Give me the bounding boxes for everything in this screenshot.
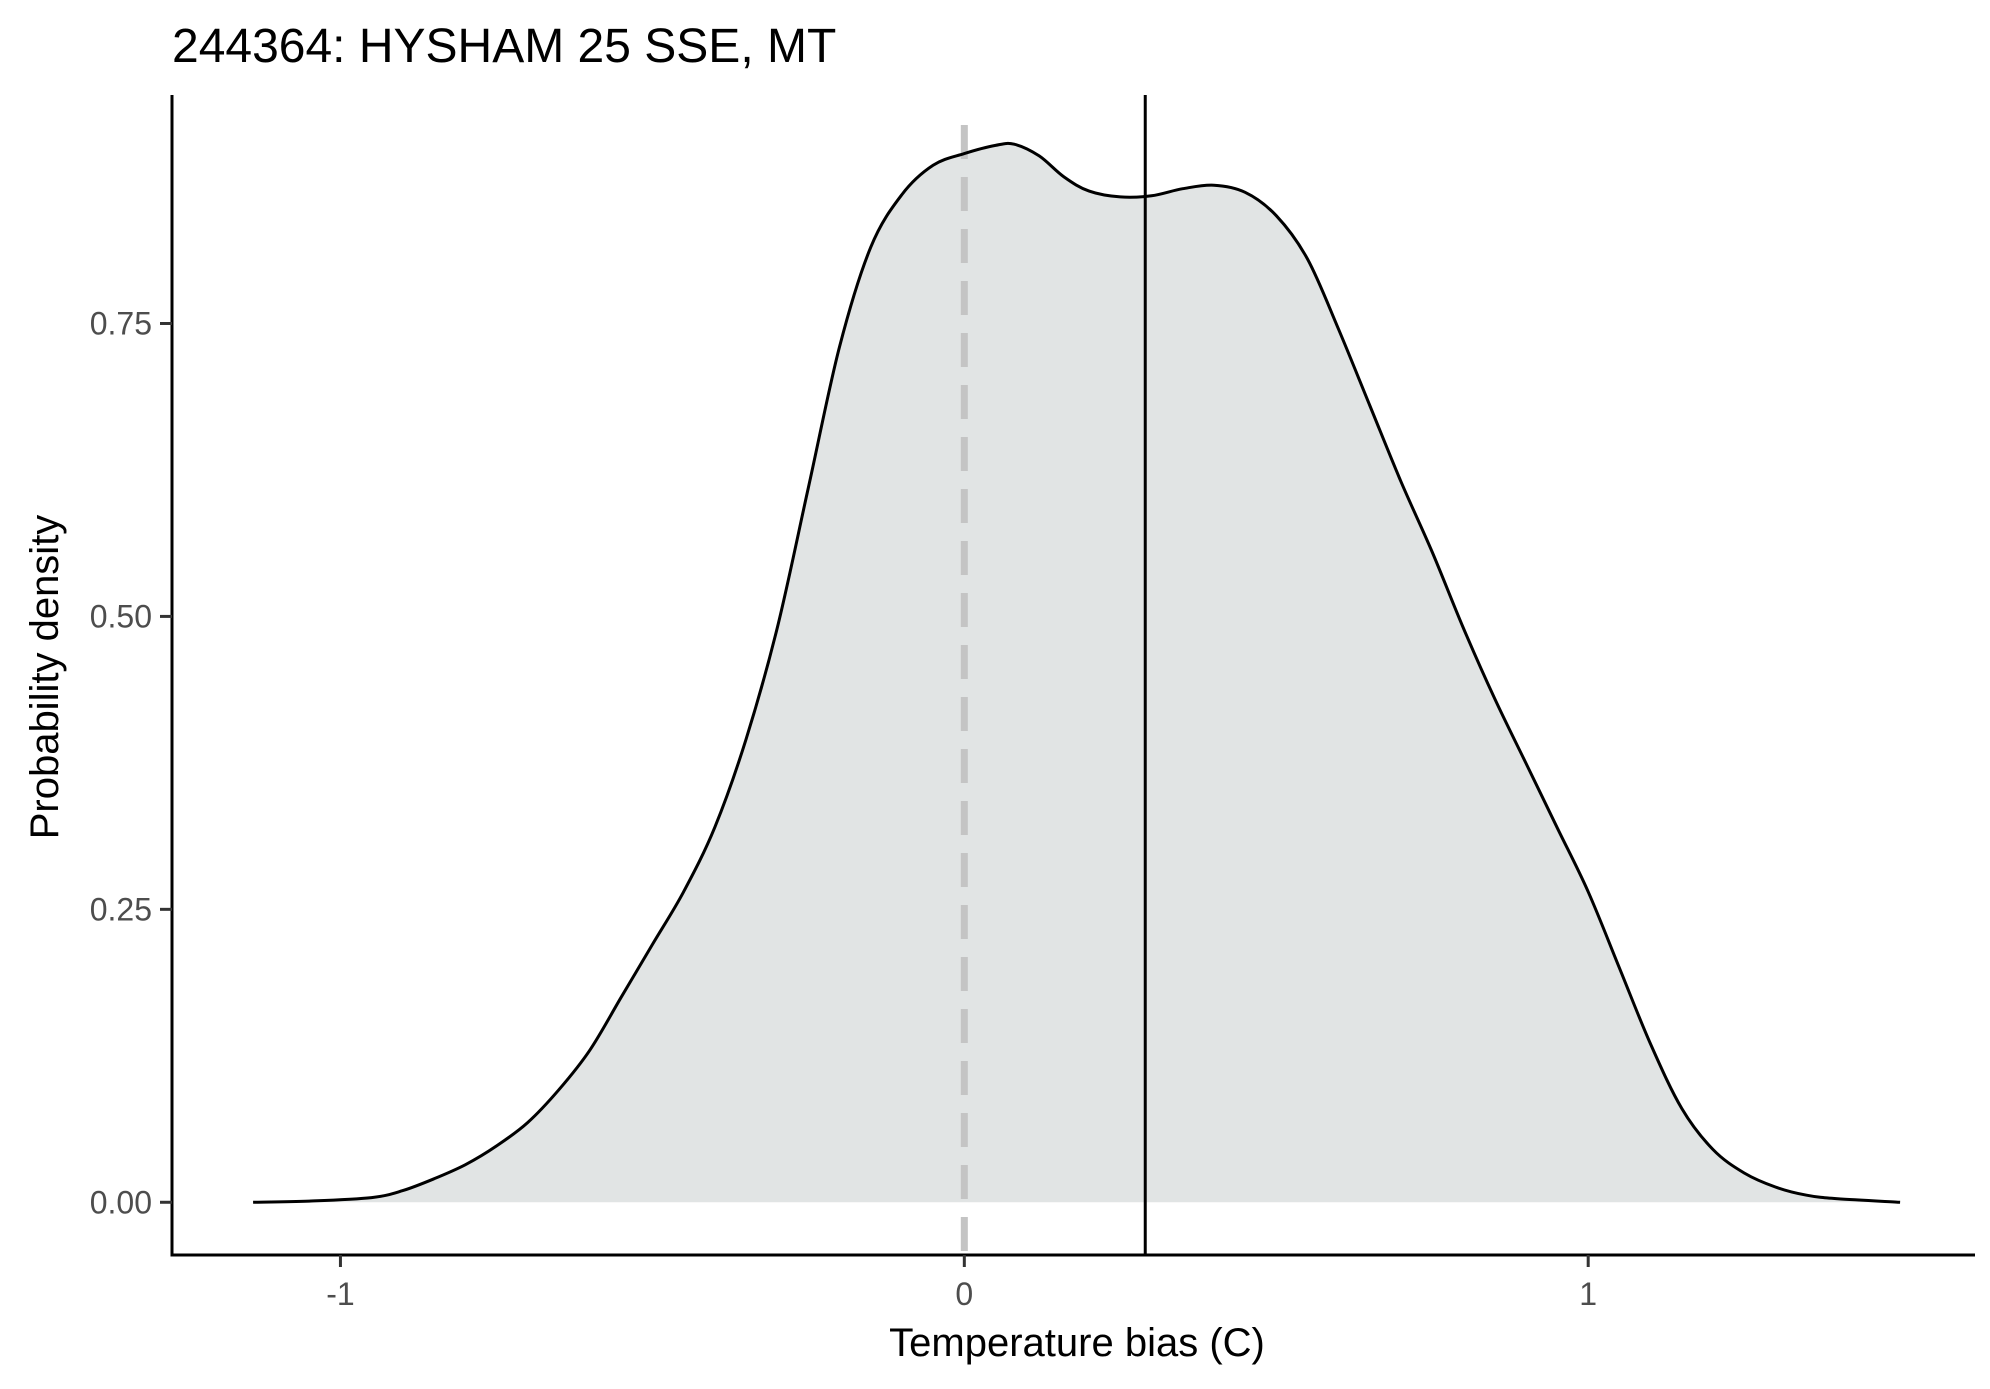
x-tick-label: 0 <box>955 1276 973 1312</box>
y-axis-label: Probability density <box>23 515 67 840</box>
density-curve <box>253 141 1901 1204</box>
y-tick-label: 0.75 <box>90 305 152 341</box>
density-area <box>253 143 1901 1203</box>
y-tick-label: 0.50 <box>90 598 152 634</box>
y-tick-label: 0.25 <box>90 891 152 927</box>
chart-title: 244364: HYSHAM 25 SSE, MT <box>172 20 836 73</box>
x-axis-label: Temperature bias (C) <box>889 1321 1265 1365</box>
x-axis-ticks: -1 0 1 <box>326 1255 1597 1312</box>
x-tick-label: -1 <box>326 1276 354 1312</box>
y-tick-label: 0.00 <box>90 1184 152 1220</box>
y-axis-ticks: 0.00 0.25 0.50 0.75 <box>90 305 172 1220</box>
x-tick-label: 1 <box>1579 1276 1597 1312</box>
